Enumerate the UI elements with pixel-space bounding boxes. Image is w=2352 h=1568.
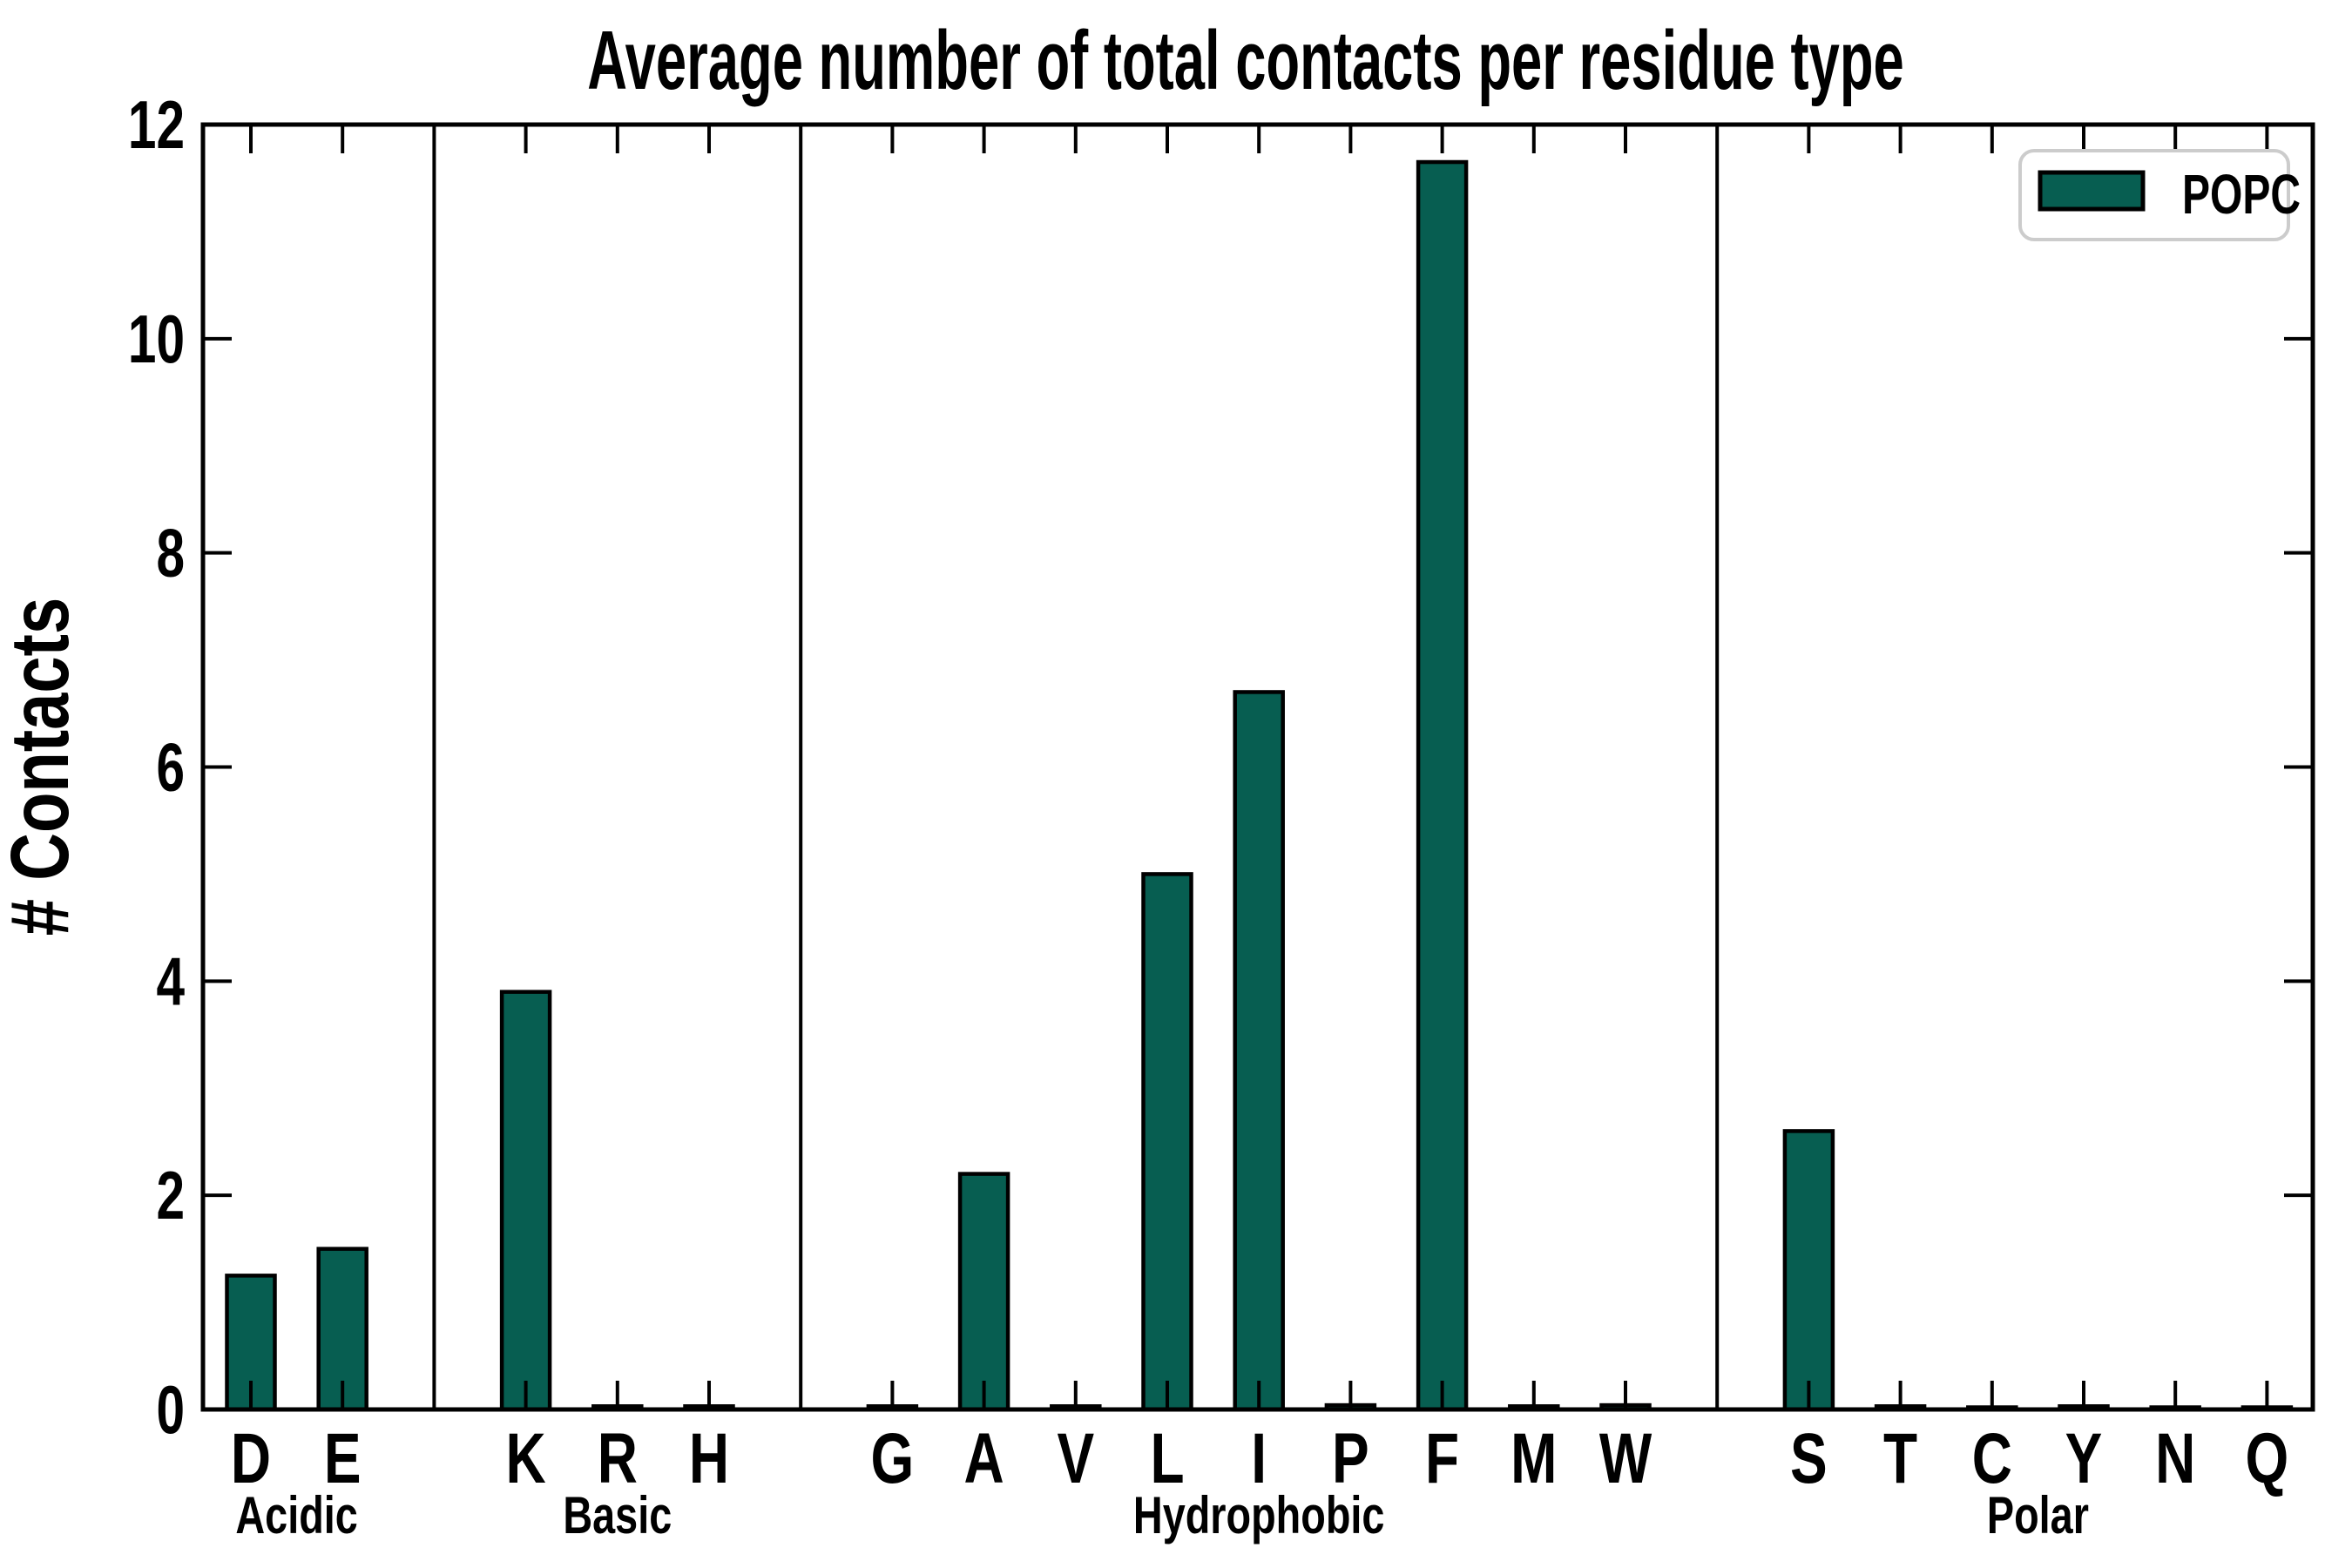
bar-S — [1782, 1129, 1835, 1412]
y-tick-label: 6 — [156, 729, 185, 805]
residue-label-D: D — [231, 1417, 271, 1498]
residue-label-R: R — [598, 1417, 638, 1498]
plot-frame — [200, 122, 2315, 1412]
bar-K — [499, 990, 552, 1412]
residue-label-K: K — [506, 1417, 546, 1498]
y-tick-label: 12 — [128, 87, 185, 163]
residue-label-W: W — [1599, 1417, 1652, 1498]
group-label-Hydrophobic: Hydrophobic — [1133, 1486, 1385, 1544]
residue-label-S: S — [1790, 1417, 1828, 1498]
legend-label: POPC — [2182, 163, 2301, 225]
residue-label-I: I — [1251, 1417, 1267, 1498]
residue-label-E: E — [324, 1417, 362, 1498]
y-tick-label: 4 — [156, 943, 185, 1019]
group-label-Basic: Basic — [563, 1486, 672, 1544]
y-tick-label: 10 — [128, 301, 185, 377]
group-label-Acidic: Acidic — [235, 1486, 357, 1544]
residue-label-N: N — [2155, 1417, 2195, 1498]
bar-A — [957, 1172, 1010, 1412]
y-tick-label: 2 — [156, 1158, 185, 1233]
residue-label-V: V — [1057, 1417, 1094, 1498]
residue-label-M: M — [1511, 1417, 1557, 1498]
residue-label-Q: Q — [2246, 1417, 2289, 1498]
residue-label-P: P — [1332, 1417, 1369, 1498]
bar-I — [1233, 690, 1285, 1412]
residue-label-L: L — [1150, 1417, 1184, 1498]
y-tick-label: 0 — [156, 1372, 185, 1448]
residue-label-G: G — [871, 1417, 915, 1498]
y-tick-label: 8 — [156, 516, 185, 591]
bar-L — [1141, 872, 1193, 1412]
legend-swatch — [2038, 170, 2146, 212]
y-axis-label: # Contacts — [0, 598, 86, 936]
residue-label-A: A — [964, 1417, 1004, 1498]
residue-label-T: T — [1883, 1417, 1917, 1498]
residue-label-F: F — [1425, 1417, 1459, 1498]
residue-label-C: C — [1972, 1417, 2012, 1498]
bar-F — [1416, 159, 1469, 1412]
group-label-Polar: Polar — [1987, 1486, 2089, 1544]
residue-label-H: H — [689, 1417, 729, 1498]
residue-label-Y: Y — [2065, 1417, 2103, 1498]
chart-title: Average number of total contacts per res… — [587, 14, 1904, 107]
